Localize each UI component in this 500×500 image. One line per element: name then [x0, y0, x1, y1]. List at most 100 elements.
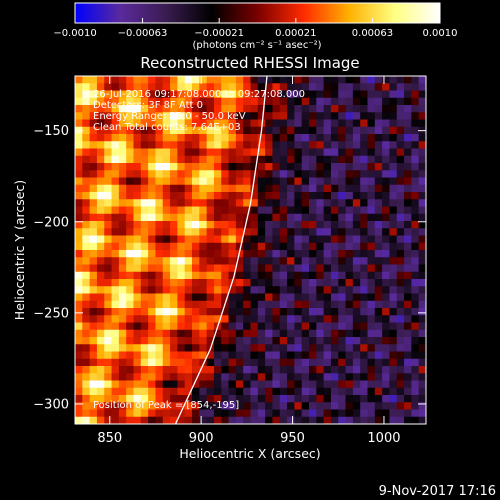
- image-pixel: [199, 228, 208, 236]
- image-pixel: [316, 126, 325, 135]
- image-pixel: [104, 148, 112, 157]
- image-pixel: [367, 387, 376, 396]
- image-pixel: [418, 373, 426, 381]
- image-pixel: [140, 141, 149, 149]
- image-pixel: [418, 228, 426, 236]
- image-pixel: [148, 192, 156, 200]
- image-pixel: [287, 141, 295, 149]
- image-pixel: [272, 192, 281, 200]
- image-pixel: [243, 366, 251, 374]
- image-pixel: [184, 373, 193, 381]
- image-pixel: [89, 366, 98, 374]
- image-pixel: [228, 119, 237, 128]
- image-pixel: [389, 380, 398, 389]
- image-pixel: [287, 250, 295, 258]
- image-pixel: [213, 90, 222, 99]
- image-pixel: [301, 105, 310, 113]
- image-pixel: [177, 126, 186, 135]
- image-pixel: [177, 373, 186, 381]
- image-pixel: [155, 250, 164, 258]
- image-pixel: [235, 402, 244, 410]
- image-pixel: [199, 119, 208, 128]
- image-pixel: [396, 279, 405, 287]
- image-pixel: [323, 271, 332, 280]
- image-pixel: [367, 279, 376, 287]
- image-pixel: [155, 148, 164, 157]
- y-tick-label: −150: [33, 124, 69, 139]
- image-pixel: [257, 373, 266, 381]
- image-pixel: [162, 235, 171, 244]
- image-pixel: [140, 351, 149, 360]
- image-pixel: [162, 170, 171, 178]
- image-pixel: [140, 119, 149, 128]
- image-pixel: [170, 351, 178, 360]
- image-pixel: [338, 344, 346, 352]
- image-pixel: [140, 213, 149, 222]
- image-pixel: [411, 206, 420, 215]
- image-pixel: [338, 221, 346, 229]
- image-pixel: [389, 112, 398, 120]
- image-pixel: [140, 221, 149, 229]
- image-pixel: [228, 134, 237, 142]
- image-pixel: [374, 119, 383, 128]
- image-pixel: [265, 90, 273, 99]
- image-pixel: [382, 221, 390, 229]
- image-pixel: [345, 308, 354, 316]
- image-pixel: [374, 279, 383, 287]
- image-pixel: [272, 228, 281, 236]
- image-pixel: [367, 395, 376, 403]
- image-pixel: [279, 192, 288, 200]
- image-pixel: [279, 380, 288, 389]
- image-pixel: [316, 83, 325, 91]
- image-pixel: [250, 337, 259, 345]
- image-pixel: [418, 141, 426, 149]
- image-pixel: [338, 192, 346, 200]
- image-pixel: [82, 308, 91, 316]
- image-pixel: [118, 170, 127, 178]
- image-pixel: [265, 148, 273, 157]
- image-pixel: [411, 279, 420, 287]
- image-pixel: [389, 329, 398, 338]
- image-pixel: [316, 177, 325, 186]
- image-pixel: [257, 83, 266, 91]
- image-pixel: [345, 221, 354, 229]
- image-pixel: [316, 250, 325, 258]
- image-pixel: [360, 293, 368, 302]
- image-pixel: [235, 83, 244, 91]
- image-pixel: [309, 155, 317, 164]
- image-pixel: [104, 329, 112, 338]
- image-pixel: [96, 279, 105, 287]
- image-pixel: [221, 235, 229, 244]
- image-pixel: [96, 163, 105, 171]
- image-pixel: [89, 337, 98, 345]
- image-pixel: [411, 213, 420, 222]
- image-pixel: [411, 293, 420, 302]
- image-pixel: [118, 293, 127, 302]
- image-pixel: [177, 76, 186, 84]
- image-pixel: [374, 228, 383, 236]
- image-pixel: [272, 402, 281, 410]
- image-pixel: [389, 184, 398, 193]
- image-pixel: [250, 279, 259, 287]
- image-pixel: [162, 213, 171, 222]
- image-pixel: [411, 300, 420, 309]
- image-pixel: [213, 395, 222, 403]
- image-pixel: [287, 409, 295, 418]
- image-pixel: [345, 228, 354, 236]
- image-pixel: [250, 206, 259, 215]
- image-pixel: [213, 337, 222, 345]
- image-pixel: [257, 97, 266, 106]
- image-pixel: [133, 97, 142, 106]
- image-pixel: [104, 402, 112, 410]
- image-pixel: [382, 119, 390, 128]
- image-pixel: [118, 308, 127, 316]
- image-pixel: [243, 373, 251, 381]
- image-pixel: [96, 344, 105, 352]
- image-pixel: [294, 337, 303, 345]
- image-pixel: [104, 105, 112, 113]
- image-pixel: [243, 264, 251, 273]
- image-pixel: [82, 242, 91, 251]
- image-pixel: [206, 134, 215, 142]
- image-pixel: [301, 206, 310, 215]
- image-pixel: [323, 329, 332, 338]
